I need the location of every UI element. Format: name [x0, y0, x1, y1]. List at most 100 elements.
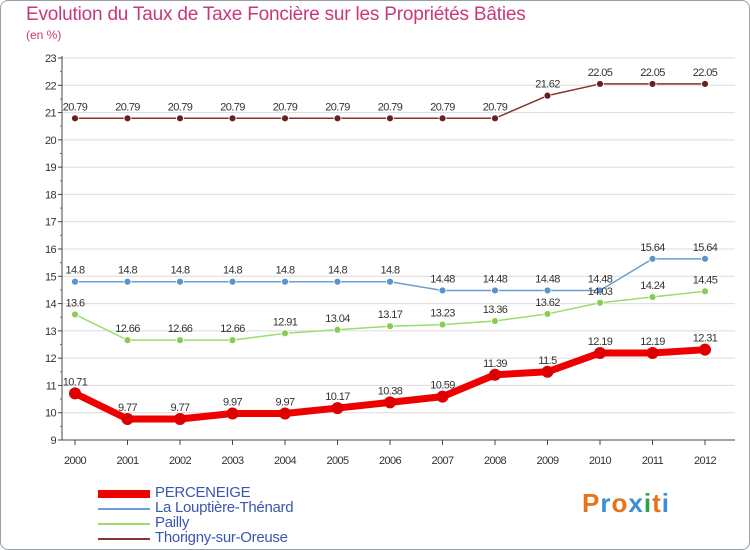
data-point — [384, 396, 396, 409]
data-point — [71, 277, 79, 286]
legend-swatch — [98, 490, 150, 498]
data-label: 14.24 — [640, 280, 665, 292]
y-tick-label: 14 — [45, 299, 57, 311]
logo-letter: t — [652, 488, 662, 518]
data-point — [279, 407, 291, 420]
logo-letter: i — [661, 488, 670, 518]
chart-subtitle: (en %) — [26, 28, 62, 42]
y-tick-label: 23 — [45, 53, 57, 65]
data-label: 14.45 — [693, 274, 718, 286]
data-label: 22.05 — [588, 67, 613, 79]
y-tick-label: 13 — [45, 326, 57, 338]
data-point — [491, 114, 499, 123]
y-tick-label: 16 — [45, 244, 57, 256]
data-label: 14.8 — [118, 265, 137, 277]
data-point — [648, 293, 657, 301]
data-point — [543, 310, 552, 318]
y-tick-label: 17 — [45, 217, 57, 229]
data-label: 14.8 — [328, 265, 347, 277]
data-point — [594, 346, 606, 359]
data-label: 12.31 — [693, 333, 718, 345]
data-point — [333, 277, 342, 286]
legend-label: Thorigny-sur-Oreuse — [155, 529, 288, 546]
data-label: 14.8 — [275, 265, 294, 277]
data-label: 11.39 — [483, 358, 507, 370]
y-tick-label: 20 — [45, 135, 57, 147]
data-point — [386, 277, 394, 286]
data-point — [174, 412, 186, 425]
data-point — [123, 114, 132, 123]
data-label: 13.04 — [325, 313, 350, 325]
data-point — [701, 287, 709, 296]
data-label: 20.79 — [220, 101, 245, 113]
x-tick-label: 2007 — [431, 455, 454, 467]
y-tick-label: 15 — [45, 271, 57, 283]
data-point — [69, 387, 81, 400]
data-point — [438, 114, 447, 123]
data-label: 22.05 — [693, 67, 718, 79]
data-point — [596, 286, 604, 295]
data-label: 14.48 — [588, 273, 613, 285]
data-point — [281, 329, 289, 338]
data-point — [701, 80, 709, 88]
y-tick-label: 12 — [45, 353, 57, 365]
x-tick-label: 2003 — [221, 455, 244, 467]
data-label: 20.79 — [378, 101, 403, 113]
data-point — [438, 286, 447, 295]
x-tick-label: 2011 — [642, 455, 664, 467]
data-label: 13.6 — [65, 297, 84, 309]
legend-swatch — [98, 508, 150, 510]
data-point — [491, 286, 499, 295]
chart-title: Evolution du Taux de Taxe Foncière sur l… — [26, 4, 526, 25]
data-label: 14.03 — [588, 286, 613, 298]
data-label: 14.48 — [483, 273, 508, 285]
x-tick-label: 2012 — [694, 455, 717, 467]
x-tick-label: 2005 — [326, 455, 349, 467]
data-label: 9.97 — [223, 397, 242, 409]
data-label: 14.48 — [430, 273, 455, 285]
legend-swatch — [98, 523, 150, 525]
legend-label: PERCENEIGE — [155, 484, 251, 501]
data-point — [541, 365, 554, 378]
y-tick-label: 19 — [45, 162, 57, 174]
y-tick-label: 22 — [45, 80, 57, 92]
data-label: 22.05 — [640, 67, 665, 79]
data-label: 15.64 — [640, 242, 665, 254]
data-point — [228, 114, 237, 123]
data-point — [543, 286, 552, 295]
data-label: 12.66 — [115, 323, 140, 335]
data-label: 12.66 — [168, 323, 193, 335]
logo-letter: o — [611, 488, 629, 518]
x-tick-label: 2009 — [536, 455, 559, 467]
data-point — [386, 322, 394, 331]
data-point — [701, 254, 709, 263]
data-point — [543, 91, 552, 100]
data-point — [228, 277, 237, 286]
data-label: 9.77 — [118, 402, 137, 414]
data-point — [123, 336, 132, 345]
legend-label: Pailly — [155, 514, 190, 531]
data-label: 13.36 — [483, 304, 508, 316]
data-label: 11.5 — [538, 355, 557, 367]
y-tick-label: 10 — [45, 408, 57, 420]
data-point — [333, 325, 342, 334]
x-tick-label: 2006 — [379, 455, 402, 467]
data-label: 12.66 — [220, 323, 245, 335]
line-chart: 9 10 11 12 13 14 15 16 17 18 19 20 21 22 23 2000 2001 200… — [45, 53, 735, 467]
data-label: 14.48 — [535, 273, 560, 285]
data-point — [176, 277, 184, 286]
x-tick-label: 2002 — [169, 455, 192, 467]
data-label: 21.62 — [535, 79, 560, 91]
data-label: 10.38 — [378, 385, 403, 397]
data-label: 20.79 — [168, 101, 193, 113]
data-point — [226, 407, 239, 420]
legend-swatch — [98, 538, 150, 540]
data-label: 15.64 — [693, 242, 718, 254]
data-label: 14.8 — [223, 265, 242, 277]
logo-letter: i — [643, 488, 653, 518]
data-point — [596, 80, 604, 88]
data-label: 10.71 — [63, 376, 88, 388]
data-point — [648, 80, 657, 88]
data-label: 13.23 — [430, 308, 455, 320]
proxiti-logo: Proxiti — [582, 488, 670, 519]
